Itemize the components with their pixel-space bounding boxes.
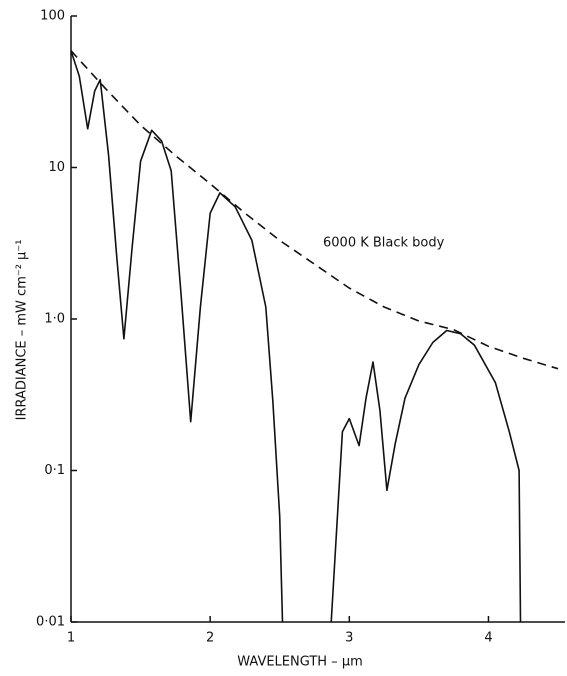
y-tick-label: 10 (48, 160, 65, 175)
x-axis-label: WAVELENGTH – µm (237, 655, 363, 670)
x-tick-label: 3 (345, 631, 353, 646)
x-tick-label: 2 (206, 631, 214, 646)
blackbody-line (70, 50, 559, 370)
y-tick-label: 0·1 (44, 463, 65, 478)
y-tick-label: 1·0 (44, 312, 65, 327)
y-tick-label: 0·01 (36, 615, 65, 630)
irradiance-line (70, 50, 522, 623)
x-tick-label: 1 (67, 631, 75, 646)
annotation: 6000 K Black body (323, 236, 445, 251)
y-axis-label: IRRADIANCE – mW cm⁻² µ⁻¹ (15, 240, 30, 421)
x-tick-label: 4 (484, 631, 492, 646)
y-tick-label: 100 (40, 9, 65, 24)
